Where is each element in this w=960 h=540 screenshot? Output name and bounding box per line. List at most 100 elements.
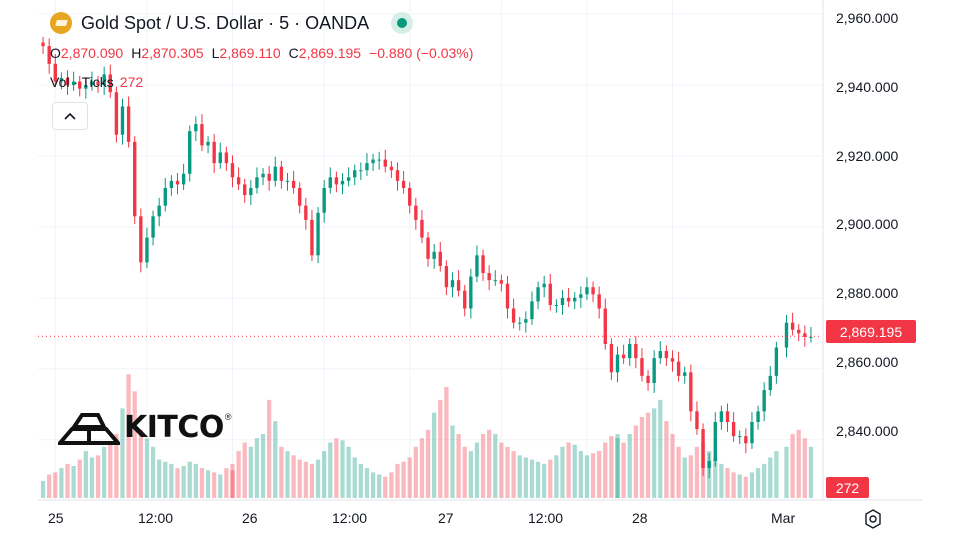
candle-body [96,81,100,86]
candle-body [701,429,705,469]
candle-body [426,237,430,259]
candle-body [133,141,137,217]
candle-body [493,280,497,282]
volume-bar [150,446,156,498]
candle-body [579,294,583,298]
candle-body [585,287,589,295]
time-tick: Mar [771,510,796,526]
candle-body [797,329,801,334]
candle-body [279,166,284,181]
kitco-bars-icon [58,412,120,445]
candle-body [126,106,131,142]
volume-bar [236,451,241,498]
high-label: H [131,45,142,61]
time-tick: 28 [632,510,648,526]
time-tick: 26 [242,510,258,526]
candle-body [273,166,277,181]
candle-body [102,74,106,86]
volume-bar [328,442,333,498]
candle-body [243,184,247,196]
candle-body [41,42,45,47]
volume-bar [554,455,559,498]
gold-bar-icon [50,12,72,34]
volume-bar [163,461,168,498]
candle-body [676,361,681,376]
candle-body [744,436,748,444]
volume-bar [95,455,101,498]
volume-bar [352,457,357,498]
volume-bar [114,434,119,498]
candle-body [206,141,210,146]
time-tick: 27 [438,510,454,526]
volume-bar [743,476,748,498]
symbol-header[interactable]: Gold Spot / U.S. Dollar · 5 · OANDA [50,12,414,34]
volume-bar [175,468,180,498]
volume-bar [346,446,351,498]
volume-bar [401,461,406,498]
volume-bar [597,451,602,498]
close-label: C [288,45,299,61]
candle-body [389,166,394,171]
volume-bar [808,446,814,498]
candle-body [78,81,82,89]
volume-bar [205,470,211,498]
volume-bar [230,463,235,498]
candle-body [499,280,504,284]
candle-body [591,287,595,295]
candle-body [603,308,607,344]
candle-body [438,251,442,266]
candle-body [762,390,766,412]
volume-bar [169,463,174,498]
volume-bar [548,459,553,498]
volume-bar [615,434,620,498]
volume-bar [334,438,339,498]
volume-bar [181,466,186,498]
volume-bar [474,442,480,498]
volume-bar [639,416,645,498]
candle-body [809,336,813,338]
volume-bar [407,457,412,498]
time-tick: 12:00 [332,510,368,526]
candle-body [395,170,400,181]
candle-body [65,78,70,86]
volume-bars [40,374,814,498]
candle-body [230,163,235,178]
volume-label: Vol · Ticks [50,74,114,90]
candle-body [304,205,308,220]
volume-bar [621,442,626,498]
candle-body [554,304,559,306]
collapse-legend-button[interactable] [52,102,88,130]
candle-body [444,265,449,288]
candle-body [573,297,577,302]
candle-body [784,322,789,348]
volume-bar [487,429,492,498]
candle-body [750,421,754,444]
volume-bar [462,446,467,498]
candle-body [803,333,807,337]
volume-bar [633,425,638,498]
volume-bar [138,429,143,498]
volume-bar [784,446,789,498]
candle-body [566,297,571,302]
candle-body [511,308,516,323]
candle-body [90,81,94,86]
volume-bar [212,472,217,498]
candle-body [157,205,161,217]
volume-bar [432,412,437,498]
volume-bar [260,434,266,498]
volume-bar [71,466,76,498]
volume-bar [358,463,363,498]
volume-legend[interactable]: Vol · Ticks 272 [50,74,143,90]
kitco-logo-text: KITCO [124,410,224,445]
settings-gear-icon[interactable] [862,508,884,530]
change-value: −0.880 (−0.03%) [369,45,474,61]
candle-body [738,436,742,438]
volume-bar [542,463,547,498]
candle-body [420,219,424,238]
candle-body [456,280,461,291]
volume-bar [40,480,46,498]
candle-body [469,276,473,309]
candle-body [725,411,730,422]
candle-body [542,283,546,288]
